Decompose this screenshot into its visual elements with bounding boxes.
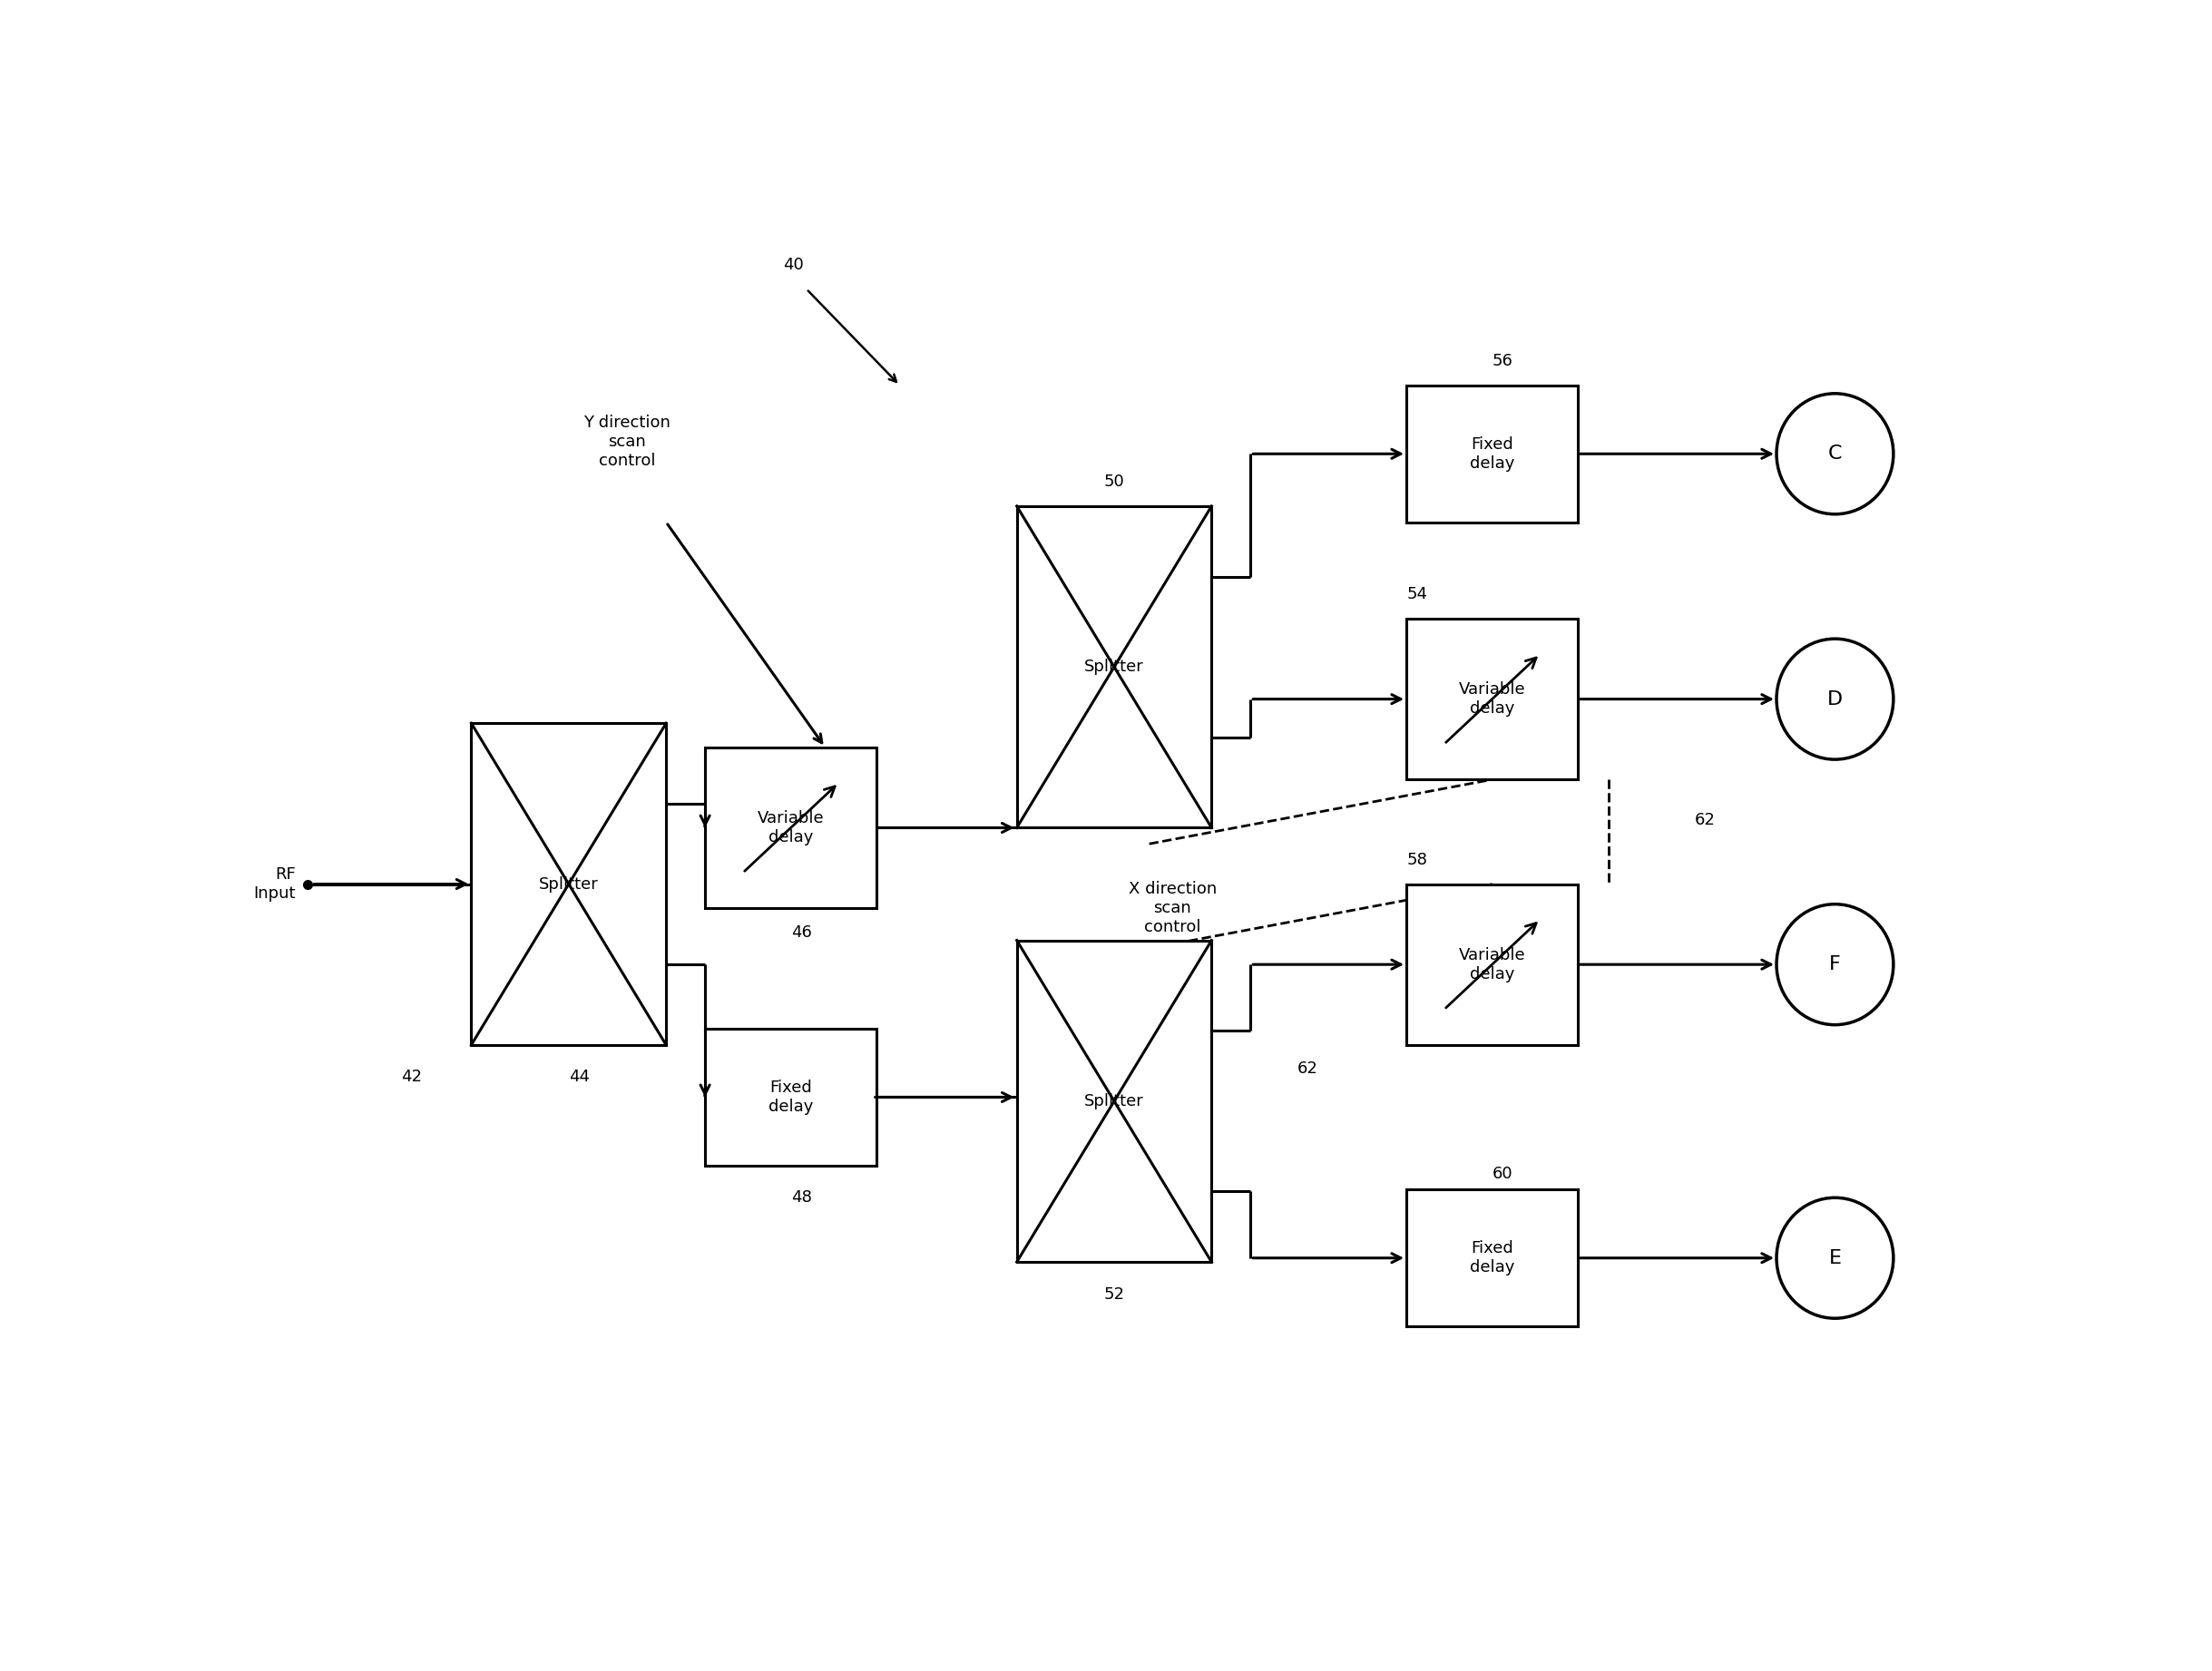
Text: 52: 52 xyxy=(1104,1287,1124,1302)
Circle shape xyxy=(1776,638,1893,759)
Text: 54: 54 xyxy=(1407,587,1427,603)
Text: F: F xyxy=(1829,956,1840,974)
Text: 60: 60 xyxy=(1493,1165,1513,1181)
Text: Variable
delay: Variable delay xyxy=(1458,947,1526,983)
Text: Y direction
scan
control: Y direction scan control xyxy=(584,414,670,470)
Text: D: D xyxy=(1827,690,1843,709)
Bar xyxy=(471,724,666,1044)
Text: 46: 46 xyxy=(792,924,812,941)
Bar xyxy=(1407,1190,1577,1327)
Bar xyxy=(706,1029,876,1166)
Text: Fixed
delay: Fixed delay xyxy=(768,1079,814,1115)
Bar xyxy=(706,747,876,909)
Bar xyxy=(1018,941,1212,1262)
Text: Fixed
delay: Fixed delay xyxy=(1469,436,1515,471)
Text: Splitter: Splitter xyxy=(1084,658,1144,675)
Circle shape xyxy=(1776,904,1893,1024)
Text: 56: 56 xyxy=(1493,353,1513,369)
Text: X direction
scan
control: X direction scan control xyxy=(1128,881,1217,936)
Text: 50: 50 xyxy=(1104,475,1124,490)
Text: 44: 44 xyxy=(568,1069,591,1084)
Text: 42: 42 xyxy=(400,1069,422,1084)
Bar xyxy=(1407,884,1577,1044)
Text: 40: 40 xyxy=(783,257,803,272)
Bar xyxy=(1407,386,1577,523)
Text: C: C xyxy=(1827,444,1843,463)
Text: Splitter: Splitter xyxy=(540,876,599,892)
Text: 62: 62 xyxy=(1694,812,1717,827)
Text: Splitter: Splitter xyxy=(1084,1093,1144,1110)
Text: Fixed
delay: Fixed delay xyxy=(1469,1240,1515,1275)
Text: 48: 48 xyxy=(792,1190,812,1206)
Text: Variable
delay: Variable delay xyxy=(1458,682,1526,717)
Text: RF
Input: RF Input xyxy=(254,867,296,902)
Text: E: E xyxy=(1829,1248,1840,1267)
Circle shape xyxy=(1776,394,1893,515)
Bar xyxy=(1407,618,1577,779)
Bar xyxy=(1018,506,1212,827)
Text: Variable
delay: Variable delay xyxy=(757,810,825,846)
Text: 62: 62 xyxy=(1296,1061,1318,1078)
Circle shape xyxy=(1776,1198,1893,1318)
Text: 58: 58 xyxy=(1407,852,1427,869)
